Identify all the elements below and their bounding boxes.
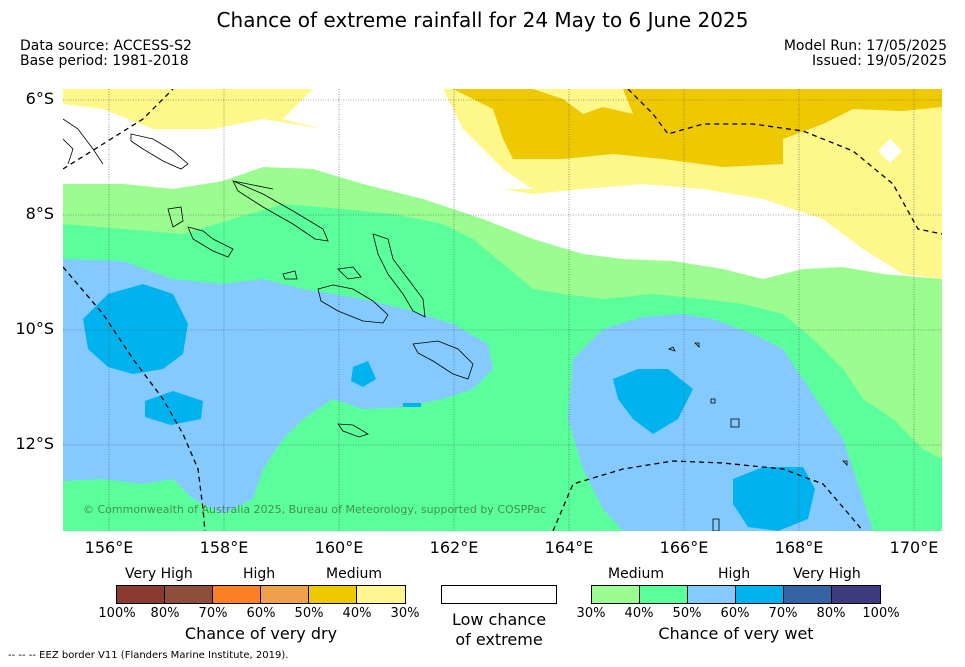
legend-dry-swatch-50-60 [260,585,309,604]
legend-wet-swatch-30-40 [591,585,640,604]
copyright-notice: © Commonwealth of Australia 2025, Bureau… [83,503,546,516]
dry-40-50-region [453,89,942,167]
legend-dry-level-very-high: Very High [125,566,193,582]
bougainville-island [130,133,189,170]
lon-label-168e: 168°E [774,538,824,557]
graticule [63,89,942,531]
legend-wet-swatch-80-100 [831,585,881,604]
lon-label-170e: 170°E [889,538,939,557]
temotu-islands [710,398,740,531]
legend-dry-tick: 70% [198,606,228,621]
florida-islands [337,266,362,280]
data-source-label: Data source: ACCESS-S2 [20,38,192,54]
lat-label-6s: 6°S [25,89,54,108]
low-chance-gap-2 [878,139,902,163]
coastlines [63,118,848,531]
png-coast [63,118,104,165]
lon-label-158e: 158°E [199,538,249,557]
legend-wet-swatch-40-50 [639,585,688,604]
legend-dry-level-high: High [243,566,276,582]
makira-island [412,340,474,380]
guadalcanal-island [317,284,389,324]
legend-wet-swatch-70-80 [783,585,832,604]
santa-isabel-island [232,180,274,190]
legend-dry-tick: 60% [246,606,276,621]
legend-wet-level-very-high: Very High [793,566,861,582]
lat-label-10s: 10°S [15,319,54,338]
legend-dry-tick: 30% [390,606,420,621]
legend-wet-swatch-50-60 [687,585,736,604]
small-islands [667,342,848,466]
eez-borders [63,89,942,531]
issued-label: Issued: 19/05/2025 [812,53,947,69]
legend-low-chance-caption: Low chance of extreme [420,610,578,650]
wet-60-70-region-south [733,467,815,531]
legend-low-chance-line-2: of extreme [455,630,543,649]
data-source-info: Data source: ACCESS-S2 Base period: 1981… [20,39,192,69]
model-run-info: Model Run: 17/05/2025 Issued: 19/05/2025 [784,39,947,69]
malaita-island [372,233,426,318]
legend-wet-tick: 50% [672,606,702,621]
legend-dry-swatch-30-40 [356,585,406,604]
lon-label-160e: 160°E [314,538,364,557]
low-chance-gap-1 [283,89,533,189]
legend-wet-tick: 30% [576,606,606,621]
russell-islands [282,270,298,280]
lon-label-166e: 166°E [659,538,709,557]
wet-60-70-region-2 [145,391,203,425]
new-georgia-island [167,206,234,258]
choiseul-island [232,180,329,242]
lon-label-162e: 162°E [429,538,479,557]
legend-dry-tick: 40% [342,606,372,621]
legend-dry-level-medium: Medium [326,566,382,582]
dry-30-40-notch [533,89,633,114]
legend-dry-tick: 50% [294,606,324,621]
legend-wet-tick: 60% [720,606,750,621]
legend-dry-swatch-60-70 [212,585,261,604]
rennell-island [337,423,369,438]
legend-wet-tick: 100% [862,606,900,621]
legend-dry-swatch-70-80 [164,585,213,604]
model-run-label: Model Run: 17/05/2025 [783,38,947,54]
lat-label-8s: 8°S [25,204,54,223]
wet-60-70-region-east [613,369,693,434]
rainfall-map[interactable]: © Commonwealth of Australia 2025, Bureau… [63,89,942,531]
legend-wet-tick: 70% [768,606,798,621]
eez-border-south-east [552,460,864,531]
legend-wet-caption: Chance of very wet [658,624,814,643]
legend-wet-tick: 40% [624,606,654,621]
legend-dry-tick: 100% [98,606,136,621]
lat-label-12s: 12°S [15,434,54,453]
eez-footnote: -- -- -- EEZ border V11 (Flanders Marine… [8,650,289,661]
lon-label-156e: 156°E [84,538,134,557]
legend-low-chance-swatch [441,585,557,604]
legend-wet-swatch-60-70 [735,585,784,604]
legend-dry-swatch-40-50 [308,585,357,604]
legend-dry-caption: Chance of very dry [184,624,338,643]
legend-low-chance-line-1: Low chance [451,610,547,629]
wet-60-70-region-4 [403,403,421,407]
legend-wet-level-medium: Medium [608,566,664,582]
eez-border-north-east [627,89,942,235]
legend-dry-tick: 80% [150,606,180,621]
legend-dry-swatch-80-100 [116,585,165,604]
lon-label-164e: 164°E [544,538,594,557]
page-title: Chance of extreme rainfall for 24 May to… [216,8,749,32]
base-period-label: Base period: 1981-2018 [20,53,189,69]
legend-wet-tick: 80% [816,606,846,621]
legend-wet-level-high: High [718,566,751,582]
wet-60-70-region-3 [351,361,376,387]
